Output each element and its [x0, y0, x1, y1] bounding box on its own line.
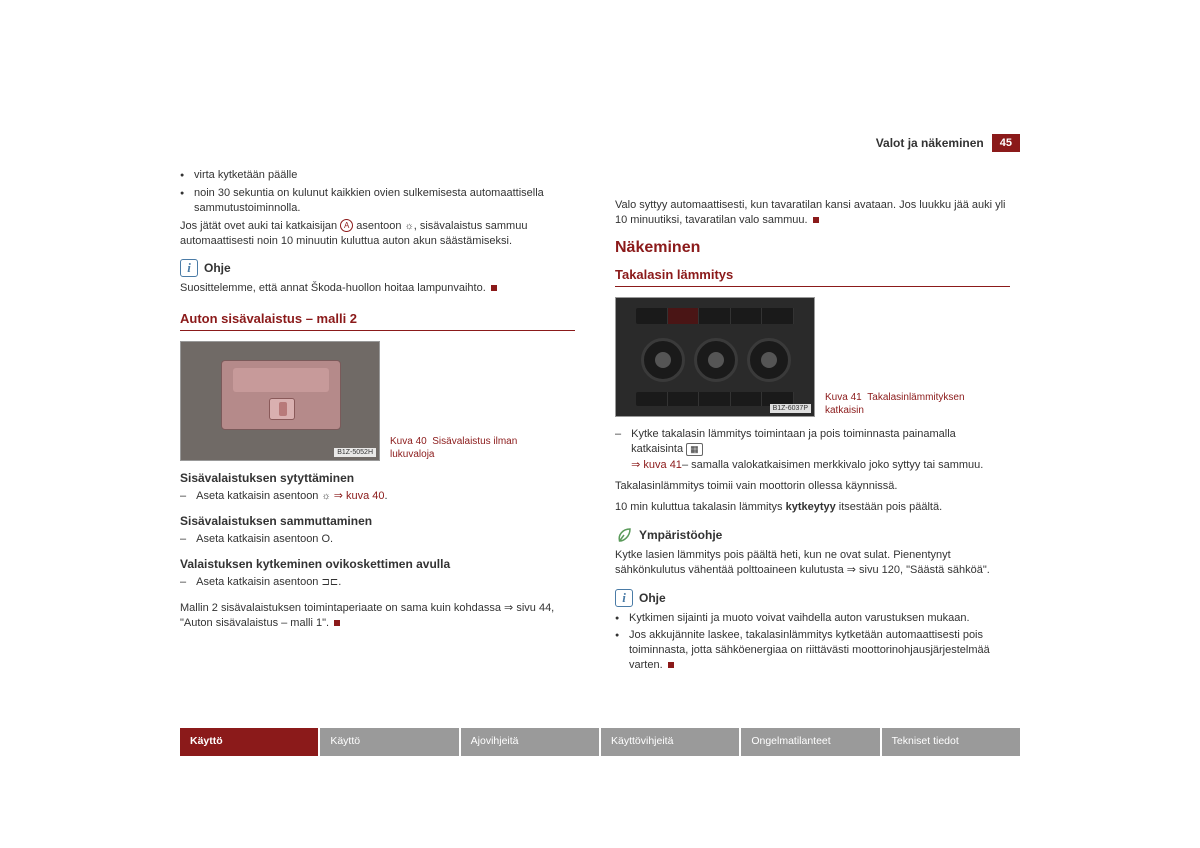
note-title: Ohje: [204, 261, 231, 275]
end-marker-icon: [668, 662, 674, 668]
env-title: Ympäristöohje: [639, 528, 722, 542]
figure-label: Kuva 41: [825, 392, 862, 403]
list-item: Kytkimen sijainti ja muoto voivat vaihde…: [615, 611, 1010, 626]
section-rule: [615, 286, 1010, 287]
light-icon: ☼: [405, 221, 414, 232]
note-title: Ohje: [639, 591, 666, 605]
text: Kytke takalasin lämmitys toimintaan ja p…: [631, 427, 1010, 473]
tab-kaytto[interactable]: Käyttö: [320, 728, 458, 756]
sub-heading: Sisävalaistuksen sytyttäminen: [180, 471, 575, 485]
text: .: [338, 576, 341, 588]
note-heading: i Ohje: [615, 589, 1010, 607]
list-item: virta kytketään päälle: [180, 168, 575, 183]
tab-kaytto-active[interactable]: Käyttö: [180, 728, 318, 756]
note-heading: i Ohje: [180, 259, 575, 277]
section-rule: [180, 330, 575, 331]
end-marker-icon: [813, 217, 819, 223]
figure-40: B1Z-5052H Kuva 40 Sisävalaistus ilman lu…: [180, 341, 575, 461]
text: itsestään pois päältä.: [836, 501, 942, 513]
figure-ref: ⇒ kuva 41: [631, 459, 682, 471]
text: .: [385, 490, 388, 502]
text: Aseta katkaisin asentoon: [196, 576, 321, 588]
text: Aseta katkaisin asentoon: [196, 490, 321, 502]
intro-bullets: virta kytketään päälle noin 30 sekuntia …: [180, 168, 575, 216]
figure-caption: Kuva 41 Takalasinlämmityksen katkaisin: [825, 391, 975, 417]
dash-icon: –: [615, 427, 621, 473]
chapter-heading: Näkeminen: [615, 239, 1010, 257]
section-heading: Takalasin lämmitys: [615, 267, 1010, 282]
sub-heading: Valaistuksen kytkeminen ovikoskettimen a…: [180, 557, 575, 571]
list-item: Jos akkujännite laskee, takalasinlämmity…: [615, 628, 1010, 673]
env-text: Kytke lasien lämmitys pois päältä heti, …: [615, 548, 1010, 579]
dash-item: – Aseta katkaisin asentoon ⊐⊏.: [180, 575, 575, 590]
dash-item: – Aseta katkaisin asentoon ☼ ⇒ kuva 40.: [180, 489, 575, 504]
info-icon: i: [180, 259, 198, 277]
paragraph: Jos jätät ovet auki tai katkaisijan A as…: [180, 219, 575, 250]
tab-ongelmatilanteet[interactable]: Ongelmatilanteet: [741, 728, 879, 756]
figure-caption: Kuva 40 Sisävalaistus ilman lukuvaloja: [390, 435, 540, 461]
figure-tag: B1Z-6037P: [770, 404, 811, 413]
dash-icon: –: [180, 532, 186, 547]
text: Aseta katkaisin asentoon ☼ ⇒ kuva 40.: [196, 489, 387, 504]
tab-tekniset-tiedot[interactable]: Tekniset tiedot: [882, 728, 1020, 756]
sub-heading: Sisävalaistuksen sammuttaminen: [180, 514, 575, 528]
tab-kayttovihjeita[interactable]: Käyttövihjeitä: [601, 728, 739, 756]
dash-item: – Kytke takalasin lämmitys toimintaan ja…: [615, 427, 1010, 473]
bold-text: kytkeytyy: [786, 501, 836, 513]
paragraph: Takalasinlämmitys toimii vain moottorin …: [615, 479, 1010, 494]
tab-ajovihjeita[interactable]: Ajovihjeitä: [461, 728, 599, 756]
left-column: virta kytketään päälle noin 30 sekuntia …: [180, 168, 575, 676]
figure-image: B1Z-6037P: [615, 297, 815, 417]
section-heading: Auton sisävalaistus – malli 2: [180, 311, 575, 326]
text: 10 min kuluttua takalasin lämmitys: [615, 501, 786, 513]
figure-image: B1Z-5052H: [180, 341, 380, 461]
end-marker-icon: [334, 620, 340, 626]
defrost-icon: ▦: [686, 443, 703, 456]
end-marker-icon: [491, 285, 497, 291]
figure-label: Kuva 40: [390, 436, 427, 447]
text: Jos jätät ovet auki tai katkaisijan: [180, 220, 340, 232]
text: Valo syttyy automaattisesti, kun tavarat…: [615, 199, 1006, 226]
paragraph: Mallin 2 sisävalaistuksen toimintaperiaa…: [180, 601, 575, 632]
env-heading: Ympäristöohje: [615, 526, 1010, 544]
door-contact-icon: ⊐⊏: [321, 577, 338, 588]
text: Mallin 2 sisävalaistuksen toimintaperiaa…: [180, 602, 554, 629]
info-icon: i: [615, 589, 633, 607]
page-content: virta kytketään päälle noin 30 sekuntia …: [180, 120, 1020, 676]
right-column: Valo syttyy automaattisesti, kun tavarat…: [615, 168, 1010, 676]
light-icon: ☼: [321, 491, 330, 502]
dash-icon: –: [180, 489, 186, 504]
footer-tabs: Käyttö Käyttö Ajovihjeitä Käyttövihjeitä…: [180, 728, 1020, 756]
figure-ref: ⇒ kuva 40: [331, 490, 385, 502]
dash-item: – Aseta katkaisin asentoon O.: [180, 532, 575, 547]
text: – samalla valokatkaisimen merkkivalo jok…: [682, 459, 983, 471]
text: Kytke takalasin lämmitys toimintaan ja p…: [631, 428, 956, 455]
list-item: noin 30 sekuntia on kulunut kaikkien ovi…: [180, 186, 575, 216]
text: Aseta katkaisin asentoon ⊐⊏.: [196, 575, 341, 590]
marker-a-icon: A: [340, 219, 353, 232]
text: Aseta katkaisin asentoon O.: [196, 532, 333, 547]
note-text: Suosittelemme, että annat Škoda-huollon …: [180, 281, 575, 296]
note-bullets: Kytkimen sijainti ja muoto voivat vaihde…: [615, 611, 1010, 673]
dash-icon: –: [180, 575, 186, 590]
text: Suosittelemme, että annat Škoda-huollon …: [180, 282, 486, 294]
figure-41: B1Z-6037P Kuva 41 Takalasinlämmityksen k…: [615, 297, 1010, 417]
paragraph: 10 min kuluttua takalasin lämmitys kytke…: [615, 500, 1010, 515]
text: Jos akkujännite laskee, takalasinlämmity…: [629, 629, 990, 671]
figure-tag: B1Z-5052H: [334, 448, 376, 457]
paragraph: Valo syttyy automaattisesti, kun tavarat…: [615, 198, 1010, 229]
leaf-icon: [615, 526, 633, 544]
text: asentoon: [353, 220, 404, 232]
